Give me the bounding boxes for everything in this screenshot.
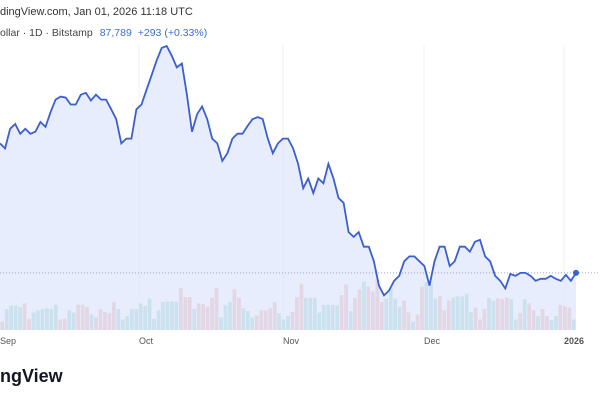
x-tick-label: Nov [283,336,300,346]
tradingview-logo: ngView [0,366,63,386]
price-chart: Sep Oct Nov Dec 2026 [0,44,600,346]
last-price-dot [573,269,579,276]
x-axis: Sep Oct Nov Dec 2026 [0,336,584,346]
last-price: 87,789 [99,27,132,39]
x-tick-label: Oct [139,336,154,346]
x-tick-label: Sep [0,336,16,346]
price-line [0,44,577,297]
symbol-description: ollar · 1D · Bitstamp [0,27,93,39]
price-area-fill [0,46,576,330]
price-change: +293 (+0.33%) [137,27,208,39]
x-tick-label: 2026 [564,336,584,346]
symbol-legend: ollar · 1D · Bitstamp 87,789 +293 (+0.33… [0,27,207,39]
x-tick-label: Dec [424,336,441,346]
chart-source-caption: dingView.com, Jan 01, 2026 11:18 UTC [0,6,193,18]
